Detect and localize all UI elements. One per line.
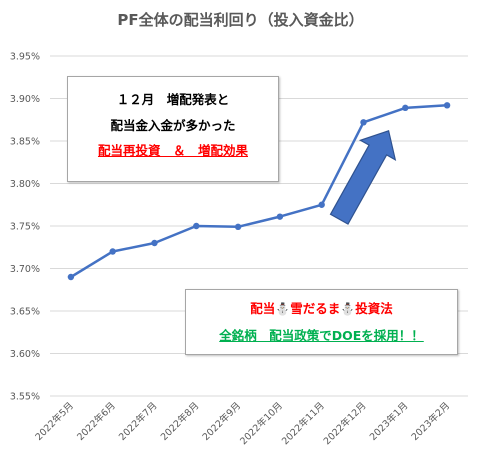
data-point — [109, 248, 116, 255]
trend-arrow — [329, 130, 397, 225]
data-point — [443, 102, 451, 109]
snowball-text-b: 雪だるま — [290, 301, 341, 316]
data-point — [193, 222, 200, 230]
y-tick-label: 3.65% — [10, 307, 40, 318]
snowball-text-c: 投資法 — [355, 301, 393, 316]
annotation-box-dividend-reinvest: １２月 増配発表と 配当金入金が多かった 配当再投資 ＆ 増配効果 — [67, 76, 279, 182]
data-point — [67, 273, 75, 281]
y-tick-label: 3.55% — [10, 392, 40, 403]
snowball-text-a: 配当 — [250, 301, 276, 316]
snowman-icon: ⛄ — [275, 302, 291, 316]
annotation-box-snowball: 配当⛄雪だるま⛄投資法 全銘柄 配当政策でDOEを採用！！ — [185, 289, 458, 355]
y-tick-label: 3.80% — [10, 179, 40, 190]
data-point — [151, 239, 158, 247]
x-tick-label: 2022年10月 — [237, 400, 285, 448]
x-tick-label: 2022年11月 — [279, 400, 327, 448]
trend-arrow-shape — [329, 130, 397, 225]
y-tick-label: 3.75% — [10, 222, 40, 233]
x-tick-label: 2022年8月 — [158, 400, 201, 443]
x-tick-label: 2022年12月 — [321, 400, 369, 448]
x-tick-label: 2022年6月 — [75, 400, 118, 443]
y-tick-label: 3.70% — [10, 264, 40, 275]
y-axis-ticks: 3.55% 3.60% 3.65% 3.70% 3.75% 3.80% 3.85% 3.90%… — [10, 52, 40, 403]
y-tick-label: 3.90% — [10, 94, 40, 105]
y-tick-label: 3.60% — [10, 349, 40, 360]
snowman-icon: ⛄ — [340, 302, 356, 316]
series-line — [67, 102, 451, 281]
annotation-snowball-line: 配当⛄雪だるま⛄投資法 — [186, 298, 457, 317]
data-point — [360, 119, 367, 126]
annotation-line-2: 配当金入金が多かった — [110, 118, 236, 133]
chart-title: PF全体の配当利回り（投入資金比） — [117, 11, 364, 29]
annotation-line-1: １２月 増配発表と — [116, 92, 230, 107]
series-line-path — [70, 104, 448, 279]
x-tick-label: 2022年7月 — [116, 400, 159, 443]
x-tick-label: 2022年5月 — [33, 400, 76, 443]
y-tick-label: 3.85% — [10, 137, 40, 148]
annotation-line-3: 配当再投資 ＆ 増配効果 — [97, 143, 248, 158]
x-axis-ticks: 2022年5月 2022年6月 2022年7月 2022年8月 2022年9月2022年… — [33, 400, 452, 448]
annotation-doe-line: 全銘柄 配当政策でDOEを採用！！ — [219, 328, 424, 343]
data-point — [234, 223, 242, 231]
data-point — [276, 213, 284, 220]
data-point — [318, 201, 325, 208]
data-point — [402, 104, 409, 112]
x-tick-label: 2022年9月 — [200, 400, 243, 443]
x-tick-label: 2023年2月 — [409, 400, 452, 443]
y-tick-label: 3.95% — [10, 52, 40, 63]
x-tick-label: 2023年1月 — [367, 400, 410, 443]
